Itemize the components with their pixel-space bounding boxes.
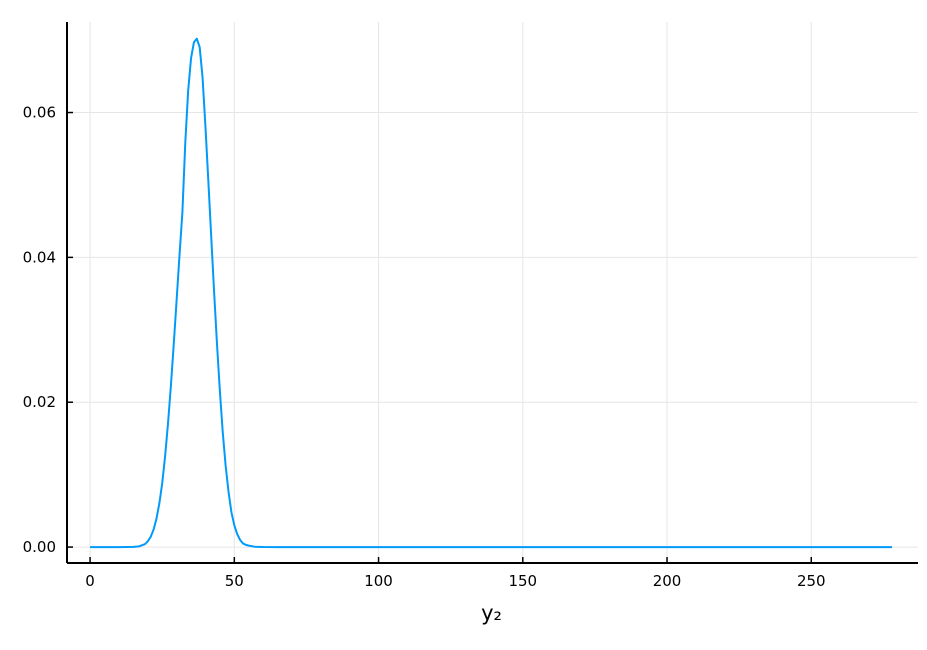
x-axis-ticks: 0 50 100 150 200 250	[85, 557, 826, 590]
x-tick-label: 200	[653, 572, 682, 590]
x-gridlines	[89, 22, 812, 563]
x-tick-label: 250	[797, 572, 826, 590]
x-tick-label: 0	[85, 572, 95, 590]
series-layer	[90, 37, 893, 549]
y-gridlines	[67, 112, 918, 548]
x-tick-label: 100	[364, 572, 393, 590]
y-axis-ticks: 0.00 0.02 0.04 0.06	[23, 104, 73, 556]
y-tick-label: 0.00	[23, 538, 56, 556]
y-tick-label: 0.04	[23, 248, 56, 266]
series-line	[90, 37, 893, 549]
y-tick-label: 0.06	[23, 104, 56, 122]
x-tick-label: 50	[225, 572, 244, 590]
x-tick-label: 150	[508, 572, 537, 590]
x-axis-title: y₂	[481, 601, 502, 625]
y-tick-label: 0.02	[23, 393, 56, 411]
